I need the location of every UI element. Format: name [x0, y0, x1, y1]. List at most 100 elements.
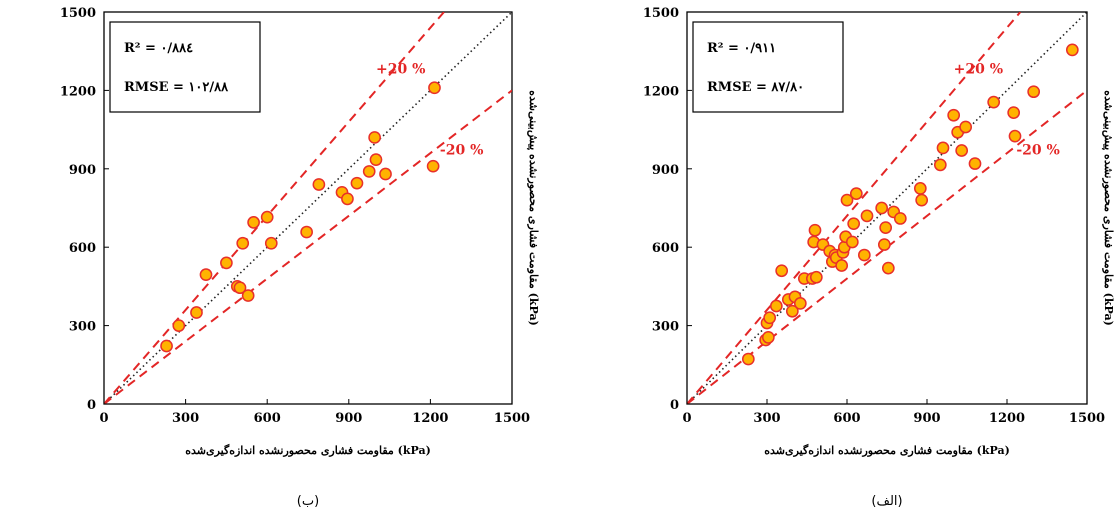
- x-axis-title: مقاومت فشاری محصورنشده اندازه‌گیری‌شده (…: [764, 443, 1010, 457]
- plot-frame: [103, 11, 513, 405]
- data-point: [341, 192, 354, 206]
- data-point: [741, 352, 755, 366]
- data-point: [1008, 129, 1022, 143]
- upper-band-label: +20 %: [376, 61, 425, 77]
- rmse-label: RMSE = ۸۷/۸۰: [707, 80, 804, 95]
- data-point: [247, 216, 260, 229]
- data-point: [860, 209, 874, 223]
- panel-caption: (الف): [871, 494, 902, 509]
- data-point: [849, 187, 863, 200]
- x-tick-label: 1500: [1069, 411, 1105, 426]
- data-point: [893, 212, 907, 225]
- y-tick-label: 1500: [60, 6, 96, 21]
- data-point: [959, 120, 973, 134]
- x-tick-label: 1200: [989, 411, 1025, 426]
- data-point: [987, 95, 1001, 109]
- x-axis-title: مقاومت فشاری محصورنشده اندازه‌گیری‌شده (…: [185, 443, 431, 457]
- data-point: [769, 299, 783, 313]
- x-tick-label: 900: [335, 411, 362, 426]
- data-point: [190, 306, 203, 319]
- x-tick-label: 1500: [494, 411, 530, 426]
- x-tick-label: 300: [172, 411, 199, 426]
- r2-label: R² = ۰/۸۸٤: [124, 41, 193, 56]
- panel-caption: (ب): [297, 494, 319, 509]
- data-point: [350, 176, 364, 190]
- data-point: [369, 153, 383, 167]
- y-tick-label: 1200: [60, 84, 96, 99]
- upper-band-label: +20 %: [954, 61, 1003, 77]
- data-point: [933, 158, 947, 172]
- y-tick-label: 0: [87, 398, 96, 413]
- x-tick-label: 0: [99, 411, 108, 426]
- scatter-chart-b: 0 300 600 900 1200 1500 0 300 600 900 1200 1500 مقا…: [60, 6, 540, 509]
- data-point: [775, 264, 789, 278]
- x-tick-label: 0: [682, 411, 691, 426]
- data-point: [1065, 43, 1079, 57]
- data-point: [260, 210, 274, 224]
- data-point: [362, 165, 376, 178]
- y-axis-title: مقاومت فشاری محصورنشده پیش‌بینی‌شده (kPa…: [1102, 90, 1115, 326]
- lower-band-label: -20 %: [1016, 142, 1059, 158]
- data-point: [877, 238, 891, 251]
- data-point: [847, 217, 861, 231]
- data-point: [845, 235, 859, 249]
- x-tick-label: 300: [753, 411, 780, 426]
- chart-panel-a: 0 300 600 900 1200 1500 0 300 600 900 1200 1500 مقا…: [559, 0, 1117, 516]
- scatter-chart-a: 0 300 600 900 1200 1500 0 300 600 900 1200 1500 مقا…: [643, 6, 1115, 509]
- x-tick-label: 600: [254, 411, 281, 426]
- lower-band-label: -20 %: [440, 142, 483, 158]
- data-point: [426, 159, 440, 173]
- rmse-label: RMSE = ۱۰۲/۸۸: [124, 80, 229, 95]
- r2-label: R² = ۰/۹۱۱: [707, 41, 776, 56]
- minus-20-percent-line: [104, 89, 512, 404]
- data-point: [913, 182, 927, 195]
- data-point: [172, 319, 186, 332]
- data-point: [881, 261, 895, 275]
- data-point: [1027, 85, 1041, 99]
- data-point: [840, 193, 854, 207]
- data-point: [236, 236, 250, 250]
- data-point: [160, 339, 173, 353]
- y-tick-label: 1200: [643, 84, 679, 99]
- data-point: [785, 304, 799, 318]
- y-tick-label: 900: [69, 163, 96, 178]
- data-point: [835, 259, 849, 272]
- data-point: [968, 157, 982, 170]
- plot-frame: [686, 11, 1088, 405]
- x-tick-label: 1200: [412, 411, 448, 426]
- data-point: [199, 268, 213, 281]
- data-point: [220, 256, 233, 270]
- data-point: [368, 131, 381, 144]
- data-point: [857, 248, 871, 262]
- stats-box: [692, 21, 844, 113]
- minus-20-percent-line: [687, 89, 1087, 404]
- chart-panel-b: 0 300 600 900 1200 1500 0 300 600 900 1200 1500 مقا…: [0, 0, 558, 516]
- data-point: [264, 236, 278, 250]
- y-tick-label: 600: [652, 241, 679, 256]
- y-tick-label: 900: [652, 163, 679, 178]
- y-tick-label: 1500: [643, 6, 679, 21]
- y-tick-label: 0: [670, 398, 679, 413]
- data-point: [300, 225, 313, 239]
- data-point: [312, 178, 326, 191]
- plus-20-percent-line: [104, 12, 445, 404]
- plus-20-percent-line: [687, 12, 1022, 404]
- data-point: [761, 331, 775, 344]
- data-point: [936, 141, 950, 155]
- data-point: [793, 297, 807, 310]
- data-point: [947, 108, 961, 122]
- stats-box: [109, 21, 261, 113]
- data-point: [915, 193, 929, 207]
- data-point: [1007, 106, 1021, 119]
- y-tick-label: 300: [652, 320, 679, 335]
- x-tick-label: 900: [913, 411, 940, 426]
- data-point: [879, 221, 893, 234]
- y-axis-title: مقاومت فشاری محصورنشده پیش‌بینی‌شده (kPa…: [527, 90, 540, 326]
- data-point: [428, 81, 441, 95]
- data-point: [241, 289, 255, 302]
- data-point: [875, 201, 889, 215]
- y-tick-label: 600: [69, 241, 96, 256]
- x-tick-label: 600: [833, 411, 860, 426]
- data-point: [233, 281, 247, 295]
- data-point: [763, 311, 777, 325]
